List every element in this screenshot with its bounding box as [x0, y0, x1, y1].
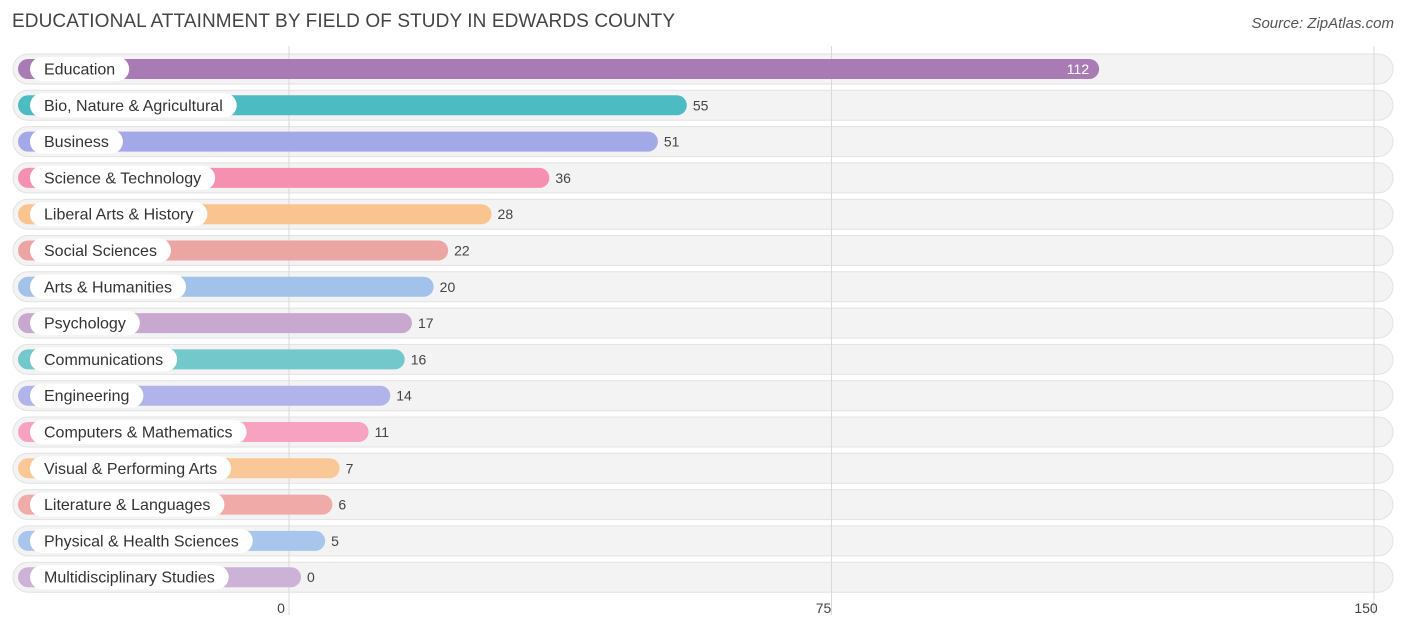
category-label-arts-and-humanities: Arts & Humanities	[44, 279, 172, 296]
value-label-multidisciplinary-studies: 0	[307, 569, 315, 585]
value-label-business: 51	[664, 134, 680, 150]
label-pill-bio-nature-and-agricultural	[30, 93, 237, 118]
value-label-arts-and-humanities: 20	[440, 279, 456, 295]
row-track-visual-and-performing-arts	[12, 452, 1394, 484]
category-label-liberal-arts-and-history: Liberal Arts & History	[44, 207, 193, 224]
category-label-physical-and-health-sciences: Physical & Health Sciences	[44, 533, 239, 550]
category-label-multidisciplinary-studies: Multidisciplinary Studies	[44, 570, 215, 587]
row-track-multidisciplinary-studies	[12, 561, 1394, 593]
source-note: Source: ZipAtlas.com	[1251, 15, 1394, 32]
category-label-bio-nature-and-agricultural: Bio, Nature & Agricultural	[44, 98, 223, 115]
bar-education	[18, 59, 1100, 79]
label-pill-liberal-arts-and-history	[30, 202, 208, 227]
label-pill-arts-and-humanities	[30, 274, 187, 299]
label-pill-computers-and-mathematics	[30, 420, 247, 444]
value-label-physical-and-health-sciences: 5	[331, 533, 339, 549]
value-label-psychology: 17	[418, 315, 434, 331]
value-label-science-and-technology: 36	[555, 170, 571, 186]
label-pill-science-and-technology	[30, 165, 216, 190]
value-label-engineering: 14	[396, 388, 412, 404]
label-pill-literature-and-languages	[30, 492, 225, 517]
label-pill-social-sciences	[30, 238, 171, 263]
label-pill-engineering	[30, 383, 144, 408]
value-label-communications: 16	[411, 351, 427, 367]
value-label-computers-and-mathematics: 11	[375, 424, 390, 440]
label-pill-physical-and-health-sciences	[30, 528, 253, 553]
category-label-literature-and-languages: Literature & Languages	[44, 497, 210, 514]
category-label-visual-and-performing-arts: Visual & Performing Arts	[44, 461, 217, 478]
x-tick-75: 75	[816, 600, 832, 616]
category-label-education: Education	[44, 62, 115, 79]
value-label-literature-and-languages: 6	[338, 497, 346, 513]
bar-business	[18, 131, 658, 152]
category-label-computers-and-mathematics: Computers & Mathematics	[44, 425, 233, 442]
row-track-literature-and-languages	[12, 489, 1394, 521]
chart-title: EDUCATIONAL ATTAINMENT BY FIELD OF STUDY…	[12, 11, 676, 32]
category-label-science-and-technology: Science & Technology	[44, 170, 201, 187]
label-pill-education	[30, 57, 130, 81]
row-track-physical-and-health-sciences	[12, 525, 1394, 557]
value-label-visual-and-performing-arts: 7	[346, 460, 354, 476]
category-label-communications: Communications	[44, 352, 163, 369]
category-label-business: Business	[44, 134, 109, 151]
x-tick-150: 150	[1354, 600, 1378, 616]
label-pill-multidisciplinary-studies	[30, 565, 229, 590]
x-tick-0: 0	[277, 600, 285, 616]
label-pill-psychology	[30, 311, 140, 336]
label-pill-business	[30, 129, 123, 154]
value-label-social-sciences: 22	[454, 243, 470, 259]
label-pill-communications	[30, 347, 178, 372]
category-label-engineering: Engineering	[44, 388, 129, 405]
category-label-social-sciences: Social Sciences	[44, 243, 157, 260]
value-label-education: 112	[1067, 61, 1090, 77]
value-label-liberal-arts-and-history: 28	[498, 206, 514, 222]
value-label-bio-nature-and-agricultural: 55	[693, 97, 709, 113]
label-pill-visual-and-performing-arts	[30, 456, 232, 481]
category-label-psychology: Psychology	[44, 316, 126, 333]
